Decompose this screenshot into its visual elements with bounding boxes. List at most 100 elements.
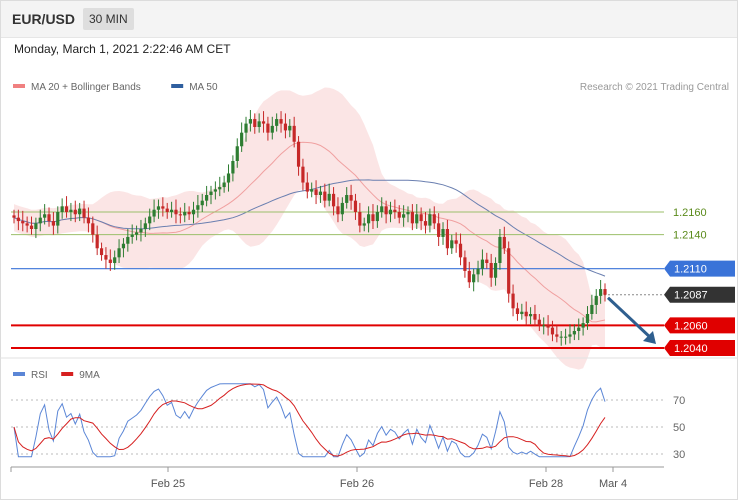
candle-body — [450, 240, 454, 249]
symbol-label: EUR/USD — [12, 11, 76, 27]
level-label-4: 1.2060 — [674, 320, 708, 332]
candle-body — [336, 206, 340, 215]
candle-body — [205, 195, 209, 201]
candle-body — [240, 132, 244, 147]
ma20-line — [13, 141, 606, 323]
candle-body — [257, 121, 261, 127]
level-label-1: 1.2140 — [673, 230, 707, 242]
candle-body — [73, 209, 77, 215]
candle-body — [165, 208, 169, 212]
candle-body — [244, 123, 248, 133]
candle-body — [47, 214, 51, 222]
candle-body — [152, 209, 156, 217]
candle-body — [371, 214, 375, 222]
candle-body — [590, 304, 594, 314]
candle-body — [134, 232, 139, 235]
candle-body — [323, 191, 327, 201]
candle-body — [248, 119, 252, 124]
candle-body — [458, 243, 463, 258]
candle-body — [310, 189, 314, 192]
candle-body — [226, 173, 231, 183]
candle-body — [275, 119, 279, 126]
candle-body — [60, 206, 64, 212]
candle-body — [384, 206, 388, 215]
candle-body — [56, 212, 60, 226]
timeframe-button[interactable]: 30 MIN — [83, 8, 134, 30]
candle-body — [148, 216, 152, 224]
candle-body — [406, 212, 410, 215]
candle-body — [16, 217, 20, 222]
candle-body — [305, 182, 309, 192]
candle-body — [542, 325, 546, 327]
candle-body — [419, 214, 423, 222]
rsi-tick-1: 50 — [673, 422, 685, 434]
chart-datetime: Monday, March 1, 2021 2:22:46 AM CET — [14, 42, 231, 56]
candle-body — [437, 223, 441, 237]
candle-body — [572, 331, 576, 335]
candle-body — [82, 208, 86, 218]
candle-body — [498, 236, 502, 263]
candle-body — [95, 234, 99, 249]
candle-body — [410, 212, 414, 224]
candle-body — [358, 212, 362, 226]
candle-body — [559, 336, 563, 338]
candle-body — [117, 248, 121, 258]
rsi-legend-swatch-0 — [13, 372, 25, 376]
credit-text: Research © 2021 Trading Central — [580, 82, 729, 93]
candle-body — [599, 289, 603, 296]
candle-body — [524, 311, 528, 317]
candle-body — [331, 193, 336, 207]
candle-body — [349, 195, 353, 201]
legend-label-0: MA 20 + Bollinger Bands — [31, 82, 141, 93]
x-label-2: Feb 28 — [529, 478, 563, 490]
candle-body — [472, 274, 476, 283]
candle-body — [340, 202, 344, 215]
candle-body — [585, 314, 590, 324]
candle-body — [174, 209, 178, 215]
candle-body — [489, 263, 493, 278]
candle-body — [568, 334, 572, 337]
candle-body — [283, 123, 288, 131]
candle-body — [108, 259, 112, 263]
candle-body — [170, 209, 174, 212]
candle-body — [476, 268, 480, 275]
rsi-line — [13, 383, 606, 458]
candle-body — [270, 125, 274, 133]
candle-body — [209, 191, 213, 195]
candle-body — [261, 121, 266, 124]
candle-body — [296, 141, 301, 167]
candle-body — [367, 214, 371, 224]
candle-body — [187, 212, 191, 215]
candle-body — [196, 205, 200, 210]
candle-body — [511, 293, 515, 309]
candle-body — [314, 189, 318, 195]
candle-body — [402, 214, 406, 218]
candle-body — [603, 289, 607, 295]
candle-body — [91, 223, 95, 235]
candle-body — [130, 234, 134, 237]
candle-body — [546, 325, 550, 328]
candle-body — [397, 212, 401, 218]
candle-body — [345, 195, 349, 203]
candle-body — [423, 221, 428, 226]
legend-label-1: MA 50 — [189, 82, 218, 93]
level-tag-2 — [664, 260, 735, 277]
candle-body — [12, 215, 16, 218]
candle-body — [25, 223, 29, 226]
candle-body — [78, 208, 82, 215]
level-label-5: 1.2040 — [674, 343, 708, 355]
candle-body — [191, 209, 196, 215]
candle-body — [550, 327, 555, 335]
rsi-tick-0: 70 — [673, 395, 685, 407]
candle-body — [231, 161, 235, 174]
candle-body — [441, 229, 445, 237]
level-tag-4 — [664, 317, 735, 334]
candle-body — [388, 209, 393, 215]
candle-body — [29, 225, 34, 229]
candle-body — [104, 255, 108, 260]
candle-body — [445, 229, 449, 249]
candle-body — [253, 119, 257, 127]
candle-body — [520, 311, 524, 314]
candle-body — [156, 206, 161, 210]
